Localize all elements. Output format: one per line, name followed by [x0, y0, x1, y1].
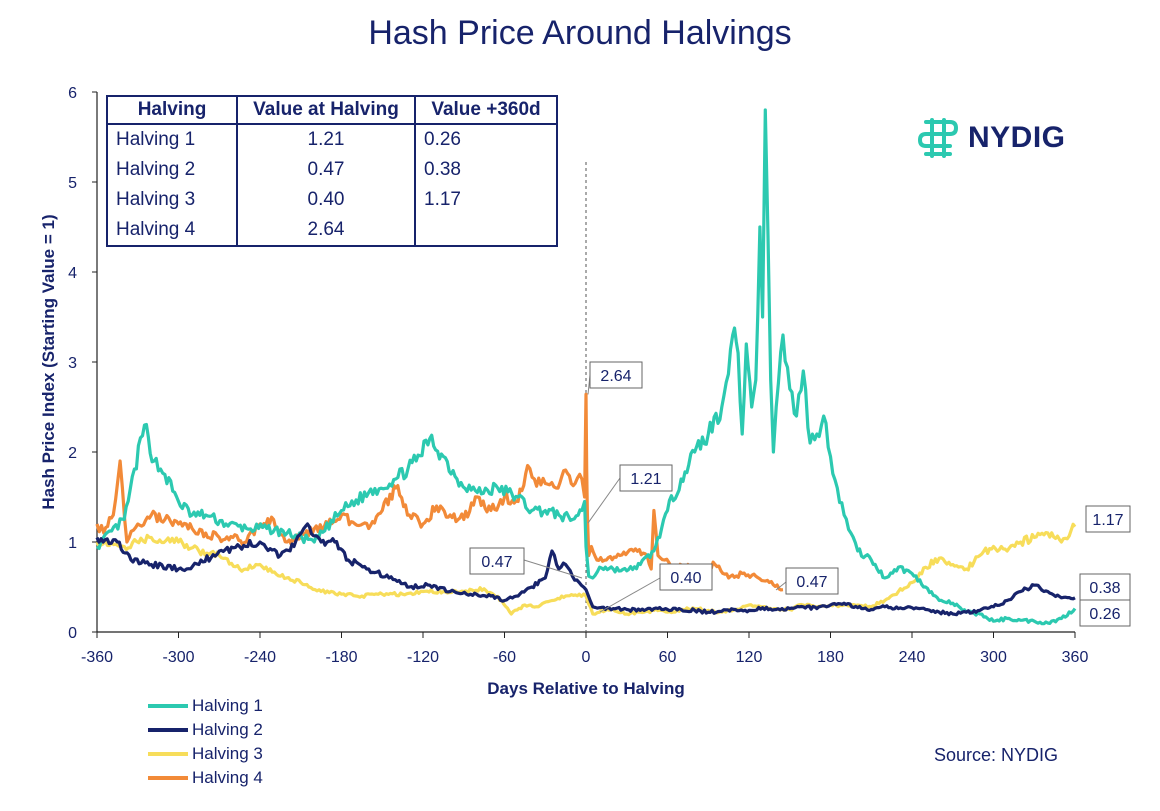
legend-swatch — [148, 728, 188, 732]
y-axis-label: Hash Price Index (Starting Value = 1) — [39, 214, 58, 509]
annotation-box — [659, 563, 713, 591]
x-tick-label: 60 — [659, 649, 677, 666]
table-cell: 0.26 — [424, 129, 461, 150]
y-tick-label: 5 — [68, 175, 77, 192]
logo-text: NYDIG — [968, 121, 1066, 154]
x-tick-label: -360 — [81, 649, 113, 666]
table-row: Halving 3 0.40 1.17 — [107, 185, 557, 215]
table-cell: Halving 1 — [107, 124, 238, 155]
annotation-label: 2.64 — [600, 368, 631, 385]
x-tick-label: -120 — [407, 649, 439, 666]
annotation-label: 0.47 — [481, 554, 512, 571]
legend-item: Halving 4 — [148, 766, 263, 790]
nydig-logo: NYDIG — [916, 118, 1066, 158]
annotation-leader — [775, 581, 787, 591]
table-row: Halving 4 2.64 — [107, 215, 557, 246]
annotation-label: 1.17 — [1092, 512, 1123, 529]
axes: 0 1 2 3 4 5 6 -360 -300 -240 -180 -120 -60 0 60 120 180 2… — [39, 85, 1088, 698]
y-tick-label: 6 — [68, 85, 77, 102]
x-tick-label: 180 — [817, 649, 844, 666]
legend-swatch — [148, 704, 188, 708]
x-tick-label: 300 — [980, 649, 1007, 666]
table-cell: Halving 4 — [107, 215, 238, 246]
legend-swatch — [148, 776, 188, 780]
annotation-leader — [599, 577, 661, 613]
annotation-box — [1085, 505, 1131, 533]
annotation-label: 0.40 — [670, 570, 701, 587]
x-tick-label: 120 — [736, 649, 763, 666]
annotation-box — [1079, 573, 1131, 601]
halving-table: Halving Value at Halving Value +360d Hal… — [106, 95, 558, 247]
annotation-label: 1.21 — [630, 471, 661, 488]
table-cell: 0.40 — [237, 185, 416, 215]
x-axis-label: Days Relative to Halving — [487, 679, 684, 698]
annotation-box — [619, 464, 673, 492]
x-tick-label: 0 — [582, 649, 591, 666]
annotations: 2.64 1.21 0.47 0.40 0.47 1.17 0.38 0.26 — [469, 361, 1131, 627]
table-cell: 0.38 — [424, 159, 461, 180]
legend-label: Halving 1 — [192, 696, 263, 715]
x-tick-label: -300 — [162, 649, 194, 666]
x-tick-label: 360 — [1062, 649, 1089, 666]
legend-swatch — [148, 752, 188, 756]
table-cell: 1.17 — [424, 189, 461, 210]
legend-label: Halving 3 — [192, 744, 263, 763]
table-cell: Halving 3 — [107, 185, 238, 215]
x-tick-label: -240 — [244, 649, 276, 666]
y-tick-label: 2 — [68, 445, 77, 462]
legend-item: Halving 3 — [148, 742, 263, 766]
x-tick-label: -60 — [493, 649, 516, 666]
annotation-box — [1079, 599, 1131, 627]
nydig-logo-icon — [917, 118, 959, 158]
y-tick-label: 1 — [68, 535, 77, 552]
annotation-leader — [523, 559, 583, 579]
table-cell: 2.64 — [237, 215, 416, 246]
table-cell: 0.47 — [237, 155, 416, 185]
legend-item: Halving 1 — [148, 694, 263, 718]
series-line-halving-2 — [95, 522, 1076, 617]
x-tick-label: 240 — [899, 649, 926, 666]
table-header: Halving — [107, 96, 238, 125]
annotation-label: 0.38 — [1089, 580, 1120, 597]
table-cell: 1.21 — [237, 124, 416, 155]
table-row: Halving 2 0.47 0.38 — [107, 155, 557, 185]
table-header-row: Halving Value at Halving Value +360d — [107, 96, 557, 125]
table-header: Value +360d — [415, 96, 557, 125]
annotation-leader — [587, 477, 621, 524]
series-line-halving-1 — [95, 108, 1077, 626]
annotation-label: 0.47 — [796, 574, 827, 591]
legend-item: Halving 2 — [148, 718, 263, 742]
annotation-label: 0.26 — [1089, 606, 1120, 623]
table-cell — [415, 215, 557, 246]
y-tick-label: 3 — [68, 355, 77, 372]
source-note: Source: NYDIG — [934, 745, 1059, 765]
y-tick-label: 0 — [68, 625, 77, 642]
legend-label: Halving 2 — [192, 720, 263, 739]
chart-title: Hash Price Around Halvings — [368, 14, 792, 52]
annotation-box — [469, 547, 525, 575]
table-header: Value at Halving — [237, 96, 416, 125]
annotation-box — [589, 361, 643, 389]
legend-label: Halving 4 — [192, 768, 263, 787]
annotation-box — [785, 567, 839, 595]
table-row: Halving 1 1.21 0.26 — [107, 124, 557, 155]
legend: Halving 1 Halving 2 Halving 3 Halving 4 — [148, 694, 263, 790]
y-tick-label: 4 — [68, 265, 77, 282]
x-tick-label: -180 — [325, 649, 357, 666]
table-cell: Halving 2 — [107, 155, 238, 185]
